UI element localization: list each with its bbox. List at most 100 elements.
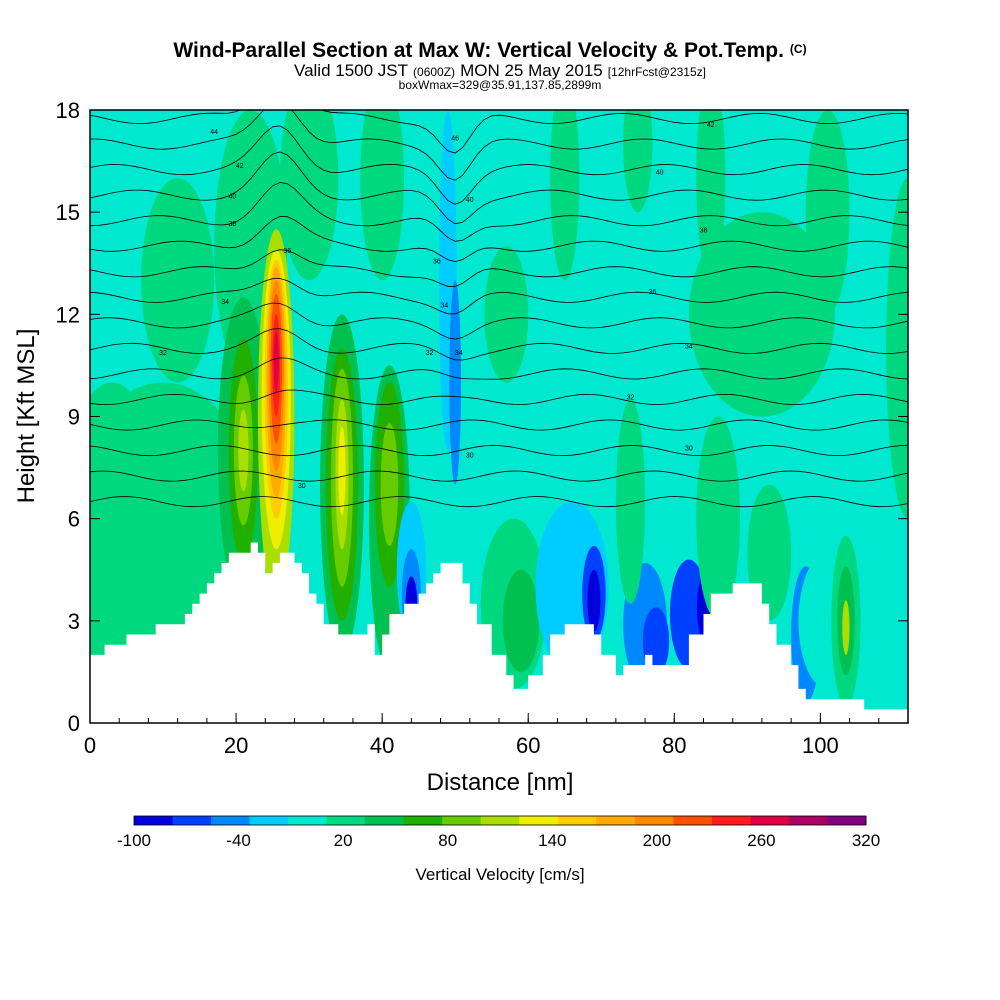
colorbar-swatch [788,816,828,825]
theta-label: 40 [229,194,237,201]
velocity-region [550,110,580,281]
theta-contour [90,278,908,315]
colorbar-swatch [673,816,713,825]
colorbar-swatch [249,816,289,825]
x-tick-label: 40 [370,733,394,758]
x-tick-label: 0 [84,733,96,758]
colorbar-swatch [557,816,597,825]
colorbar-swatch [750,816,790,825]
colorbar-tick-label: -40 [226,831,251,850]
y-tick-label: 0 [68,711,80,736]
velocity-region [338,426,346,516]
theta-contour [90,328,908,361]
theta-contour [90,151,908,225]
colorbar-tick-label: 260 [747,831,775,850]
theta-contour [90,249,908,287]
velocity-region [615,399,646,604]
colorbar [133,815,867,826]
theta-contour [90,110,908,181]
velocity-region [587,569,601,632]
colorbar-swatch [634,816,674,825]
theta-contour [90,110,908,154]
y-tick-label: 12 [56,302,80,327]
colorbar-tick-label: 200 [643,831,671,850]
colorbar-swatch [326,816,366,825]
chart-box-info: boxWmax=329@35.91,137.85,2899m [399,78,602,92]
theta-label: 42 [236,163,244,170]
theta-label: 30 [298,483,306,490]
theta-label: 32 [159,350,167,357]
velocity-region [273,331,279,393]
colorbar-swatch [827,816,867,825]
theta-contour [90,470,908,482]
terrain [90,542,908,723]
colorbar-swatch [365,816,405,825]
colorbar-tick-labels: -100 -40 20 80 140 200 260 320 [117,831,880,850]
theta-label: 38 [229,221,237,228]
theta-label: 40 [466,197,474,204]
colorbar-swatch [134,816,174,825]
velocity-region [842,600,850,655]
velocity-region [425,450,463,587]
colorbar-swatch [172,816,212,825]
theta-contour [90,496,908,508]
theta-contour [90,216,908,263]
colorbar-swatch [711,816,751,825]
velocity-region [623,110,653,213]
theta-contour [90,125,908,205]
theta-contour [90,444,908,457]
velocity-region [805,110,850,315]
colorbar-tick-label: 320 [852,831,880,850]
colorbar-swatch [596,816,636,825]
x-tick-label: 20 [224,733,248,758]
y-axis-label: Height [Kft MSL] [13,329,40,504]
colorbar-frame [133,815,867,826]
x-axis-label: Distance [nm] [427,769,574,796]
colorbar-tick-label: 80 [438,831,457,850]
theta-contour [90,182,908,242]
colorbar-swatch [288,816,328,825]
velocity-region [502,569,540,672]
colorbar-tick-label: 20 [334,831,353,850]
theta-label: 42 [707,122,715,129]
colorbar-swatch [519,816,559,825]
velocity-region [886,178,908,519]
y-tick-label: 9 [68,405,80,430]
colorbar-swatch [480,816,520,825]
velocity-region [360,110,405,281]
plot-area: 44 42 40 38 36 34 32 30 46 40 36 34 32 34 30 42 40 38 36 34… [90,110,908,723]
theta-contour [90,389,908,406]
velocity-region [238,409,249,492]
theta-label: 36 [433,258,441,265]
chart-subtitle: Valid 1500 JST (0600Z) MON 25 May 2015 [12h… [294,61,706,80]
theta-contour-labels: 44 42 40 38 36 34 32 30 46 40 36 34 32 34 30 42 40 38 36 34… [159,122,715,490]
theta-label: 34 [440,303,448,310]
theta-label: 32 [426,350,434,357]
y-tick-label: 18 [56,98,80,123]
velocity-region [90,382,156,587]
y-tick-label: 15 [56,200,80,225]
x-axis: 0 20 40 60 80 100 [84,713,909,758]
theta-contours [90,110,908,508]
y-tick-label: 6 [68,507,80,532]
velocity-region [696,416,741,621]
theta-contour [90,419,908,431]
colorbar-tick-label: -100 [117,831,151,850]
theta-label: 40 [656,170,664,177]
theta-label: 34 [221,299,229,306]
x-tick-label: 60 [516,733,540,758]
theta-label: 32 [627,394,635,401]
colorbar-label: Vertical Velocity [cm/s] [415,865,584,884]
theta-label: 46 [451,136,459,143]
theta-label: 38 [700,228,708,235]
x-tick-label: 80 [662,733,686,758]
y-tick-label: 3 [68,609,80,634]
theta-contour [90,357,908,380]
theta-label: 30 [685,446,693,453]
colorbar-swatch [403,816,443,825]
colorbar-tick-label: 140 [538,831,566,850]
velocity-region [449,280,462,485]
theta-label: 34 [685,343,693,350]
